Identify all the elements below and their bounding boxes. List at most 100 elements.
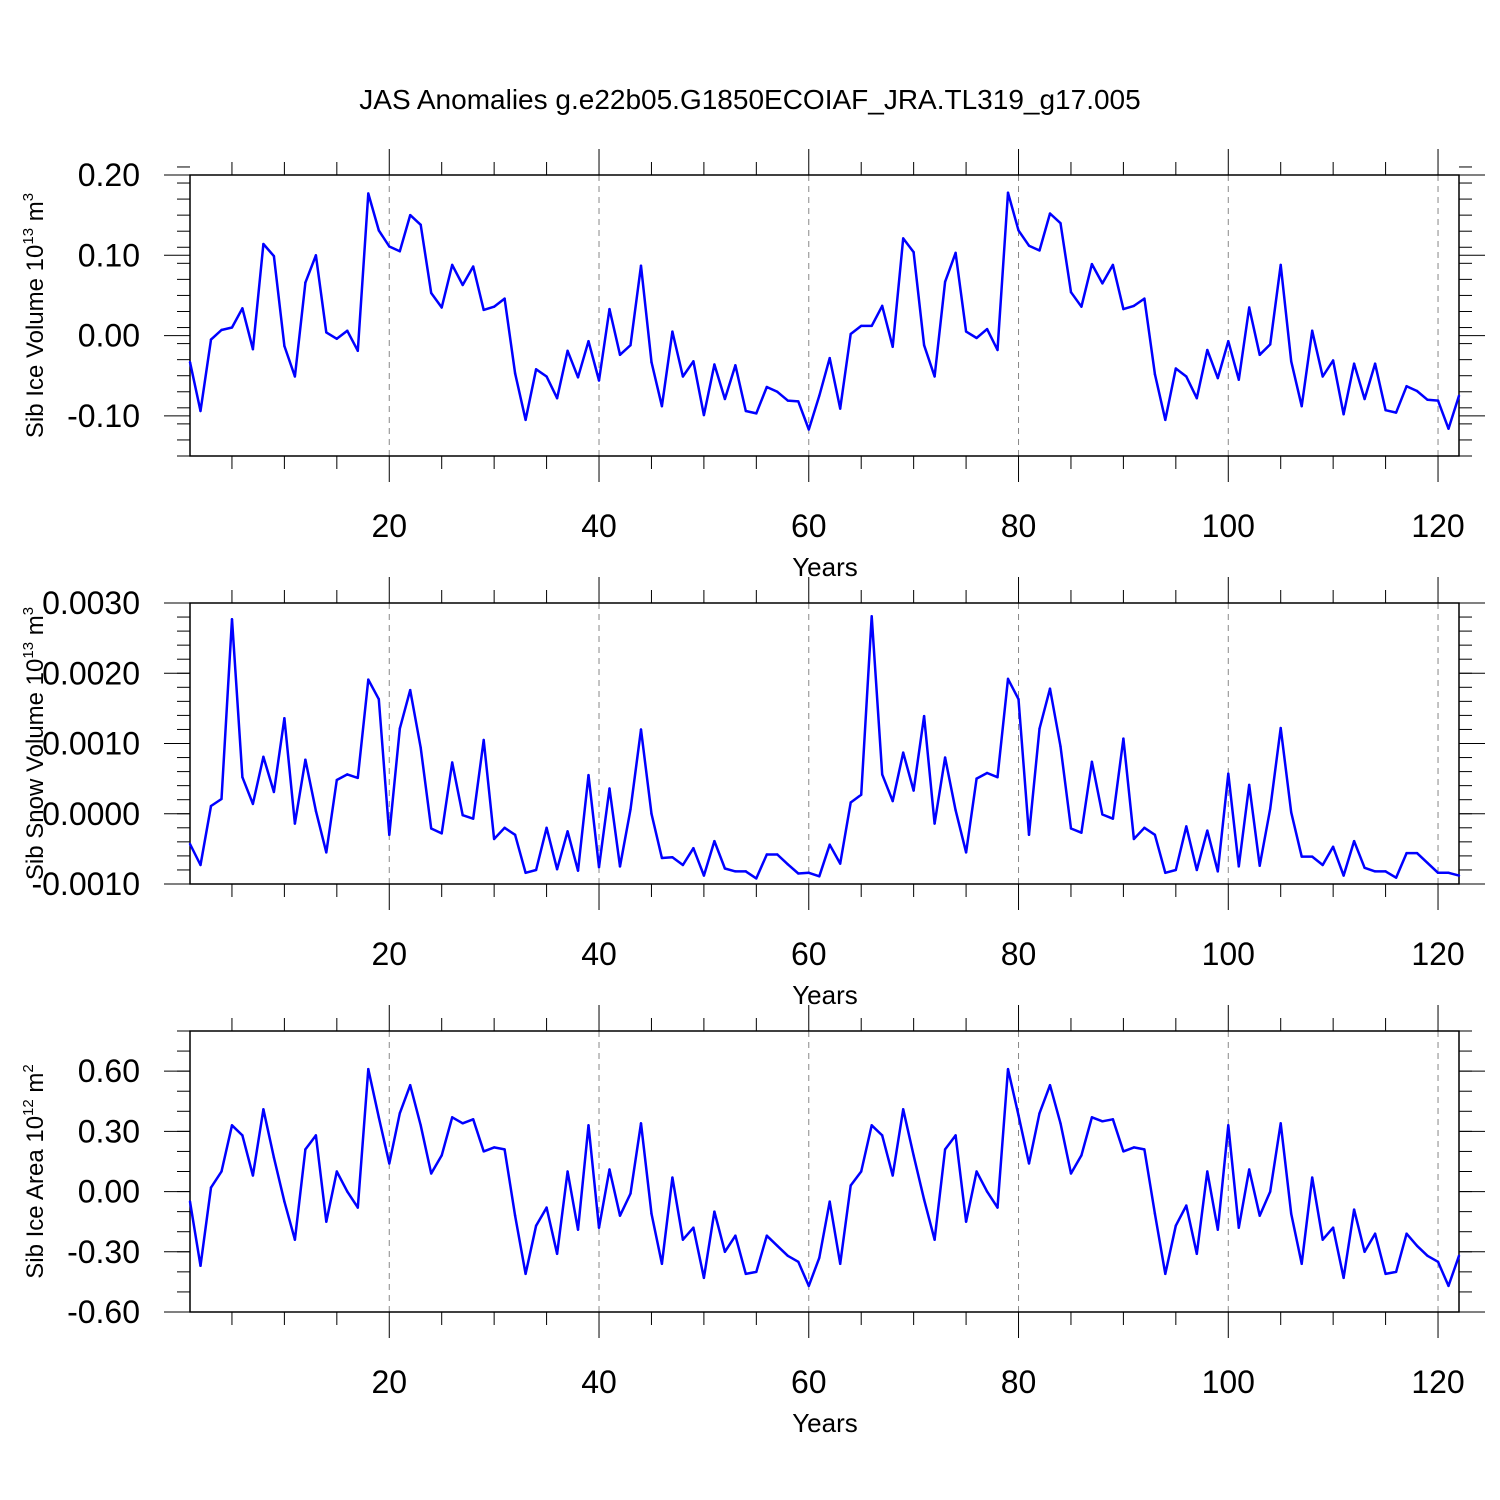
data-point: [293, 1238, 297, 1241]
data-point: [880, 304, 884, 308]
data-point: [1300, 1262, 1303, 1266]
data-point: [1185, 825, 1188, 828]
data-point: [1174, 868, 1178, 872]
data-point: [933, 375, 936, 378]
data-point: [262, 242, 265, 246]
data-point: [1363, 397, 1366, 401]
data-point: [1237, 378, 1240, 381]
data-point: [660, 856, 664, 860]
data-point: [597, 379, 601, 382]
data-point: [1206, 348, 1209, 352]
data-point: [471, 265, 475, 268]
data-point: [1216, 1228, 1219, 1231]
data-point: [1090, 262, 1094, 266]
x-tick-label: 40: [581, 1364, 617, 1400]
data-point: [1248, 783, 1251, 787]
data-point: [1027, 833, 1031, 837]
data-point: [975, 1170, 978, 1173]
data-point: [209, 338, 213, 341]
data-point: [943, 1148, 947, 1151]
data-point: [188, 360, 192, 364]
data-point: [618, 353, 622, 357]
y-tick-label: 0.60: [78, 1053, 140, 1089]
data-point: [797, 400, 800, 403]
data-point: [786, 863, 789, 866]
data-point: [828, 356, 831, 360]
data-point: [1090, 1116, 1094, 1119]
data-point: [587, 773, 590, 777]
data-point: [230, 617, 234, 621]
data-point: [482, 308, 485, 312]
x-tick-label: 60: [791, 936, 827, 972]
data-point: [954, 809, 957, 812]
data-point: [304, 281, 307, 284]
data-point: [230, 326, 234, 329]
data-point: [985, 771, 989, 775]
data-point: [1069, 827, 1073, 830]
data-point: [1132, 837, 1136, 841]
data-point: [356, 349, 360, 353]
x-axis-label: Years: [792, 1408, 858, 1438]
data-point: [419, 746, 422, 749]
data-point: [755, 877, 758, 880]
data-point: [943, 280, 947, 283]
data-point: [1080, 1154, 1083, 1157]
data-point: [660, 405, 664, 408]
data-point: [566, 1170, 569, 1173]
data-point: [335, 337, 339, 340]
data-point: [1248, 306, 1251, 309]
data-point: [461, 283, 464, 287]
data-point: [1279, 726, 1282, 730]
data-point: [188, 1200, 192, 1203]
data-point: [1310, 329, 1314, 332]
data-point: [1227, 339, 1230, 343]
data-point: [723, 397, 727, 401]
data-point: [744, 409, 748, 413]
data-point: [964, 1220, 968, 1223]
y-axis-label: Sib Ice Area 1012 m2: [20, 1064, 49, 1278]
data-point: [608, 787, 611, 790]
data-point: [839, 862, 842, 865]
data-point: [608, 1168, 611, 1171]
data-point: [964, 330, 968, 333]
data-point: [901, 237, 905, 240]
data-point: [1426, 1254, 1429, 1258]
data-point: [1122, 307, 1125, 311]
data-point: [755, 1270, 758, 1274]
data-point: [1457, 394, 1461, 397]
data-point: [1363, 1250, 1366, 1253]
data-point: [828, 1200, 831, 1203]
data-point: [1153, 372, 1157, 376]
data-point: [1289, 811, 1293, 814]
data-point: [1237, 1226, 1240, 1229]
data-point: [1069, 1172, 1073, 1175]
data-point: [891, 799, 894, 803]
data-point: [1038, 727, 1041, 730]
data-point: [503, 826, 506, 829]
y-axis-label: Sib Ice Volume 1013 m3: [20, 193, 49, 438]
data-point: [1195, 396, 1199, 400]
data-point: [639, 1122, 643, 1125]
series-line: [188, 615, 1460, 880]
data-point: [650, 1212, 653, 1215]
data-point: [1405, 851, 1408, 855]
data-point: [1331, 359, 1335, 362]
data-point: [241, 307, 244, 310]
data-point: [1027, 244, 1031, 247]
data-point: [1457, 1254, 1461, 1258]
data-point: [933, 1238, 936, 1241]
data-point: [346, 773, 349, 776]
data-point: [1321, 375, 1324, 378]
data-point: [901, 751, 905, 754]
data-point: [1164, 1272, 1167, 1276]
panel-snow-volume: 0.0030 0.0020 0.0010 0.0000 -0.0010 20 40 60 80 1…: [20, 577, 1485, 1010]
x-tick-label: 60: [791, 508, 827, 544]
data-point: [692, 1226, 695, 1229]
data-point: [409, 688, 412, 692]
data-point: [566, 830, 569, 833]
data-point: [545, 1206, 548, 1209]
data-point: [251, 348, 255, 351]
data-point: [461, 1122, 464, 1125]
data-point: [1216, 870, 1219, 873]
